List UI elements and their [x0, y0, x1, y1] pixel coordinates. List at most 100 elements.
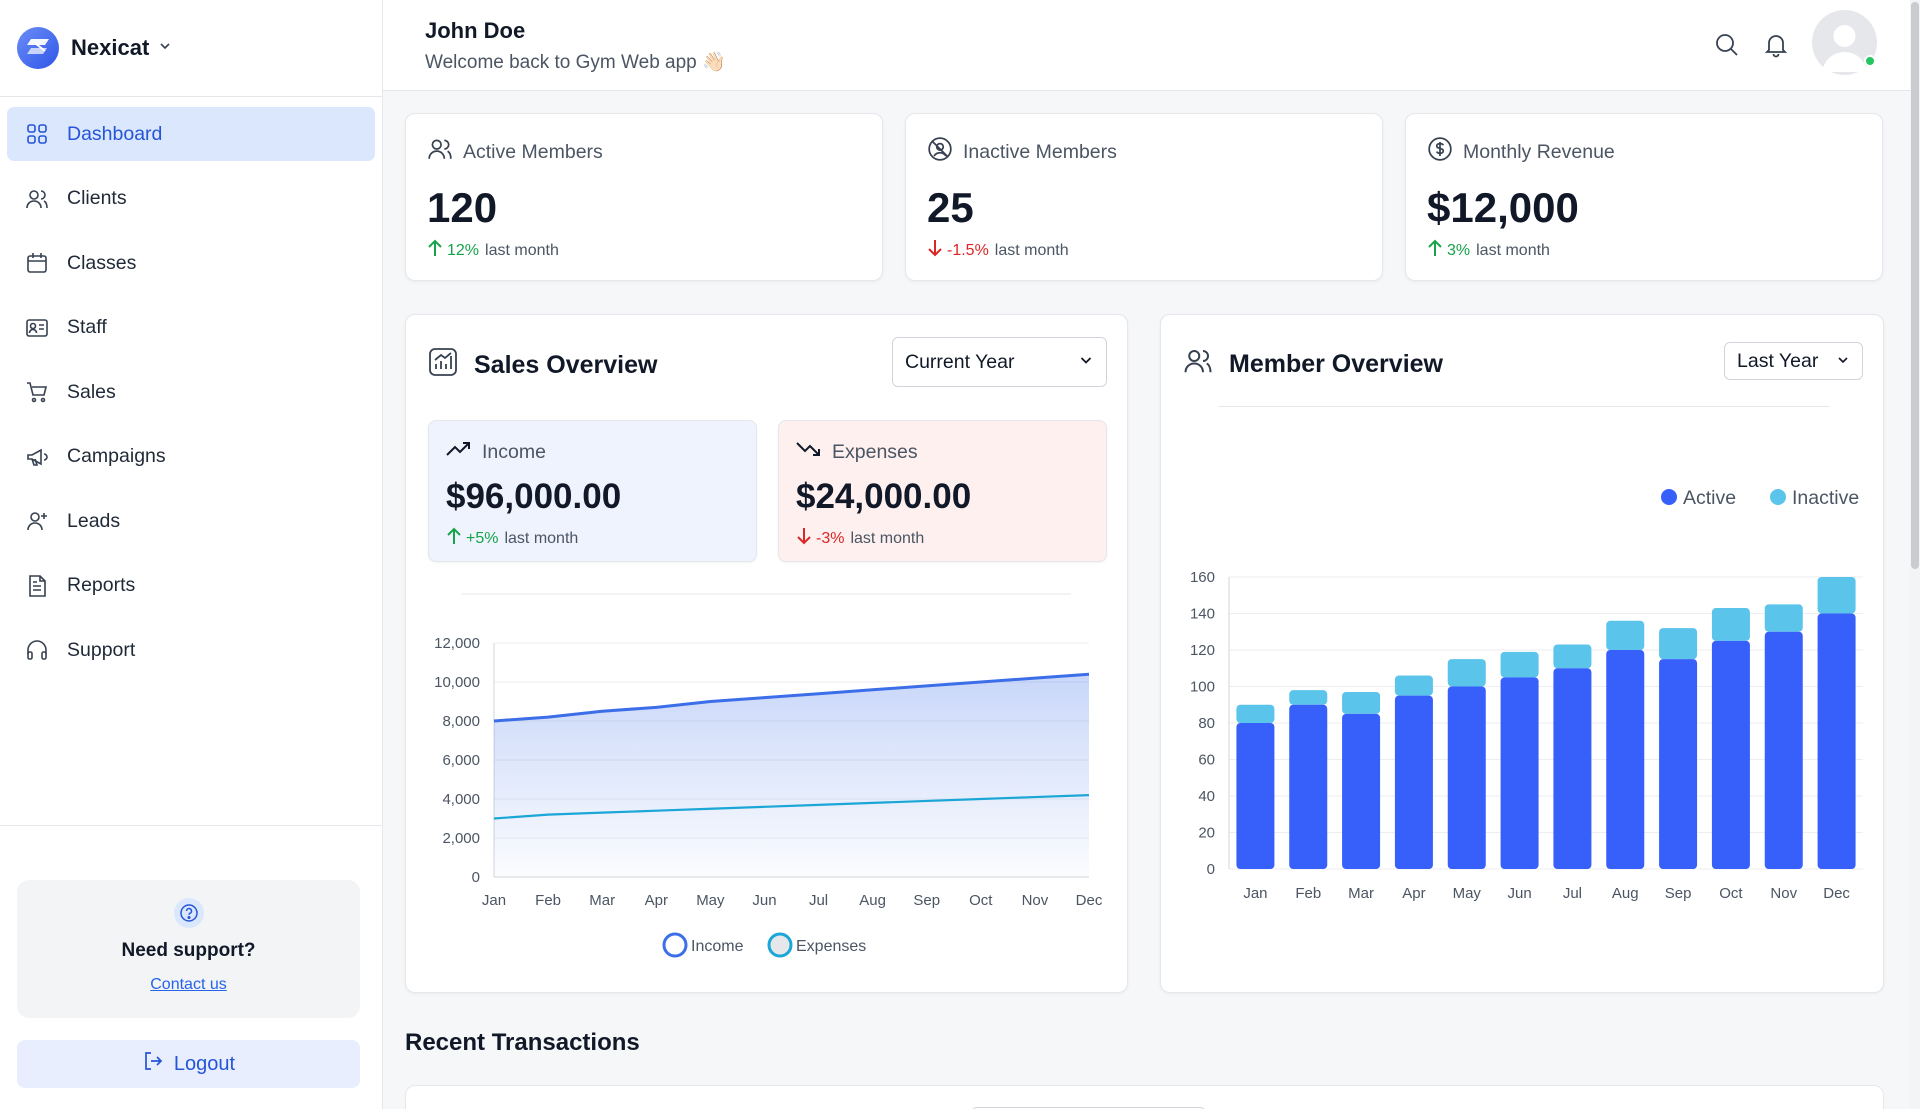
- sidebar: Nexicat Dashboard Clients Classes: [0, 0, 383, 1109]
- x-tick-label: Feb: [535, 892, 561, 909]
- legend-inactive-label: Inactive: [1792, 487, 1859, 509]
- bar-inactive: [1236, 704, 1275, 723]
- x-tick-label: Dec: [1076, 892, 1103, 909]
- x-tick-label: Apr: [645, 892, 668, 909]
- bar-active: [1764, 631, 1803, 869]
- dollar-circle-icon: [1427, 136, 1453, 168]
- calendar-icon: [24, 250, 50, 276]
- x-tick-label: Jan: [1243, 885, 1267, 902]
- online-status-dot: [1864, 55, 1876, 67]
- sidebar-item-clients[interactable]: Clients: [7, 172, 375, 226]
- stat-change-suffix: last month: [994, 241, 1069, 259]
- expenses-change-suffix: last month: [850, 529, 925, 547]
- stat-value: 120: [427, 184, 498, 231]
- bar-inactive: [1711, 608, 1750, 641]
- x-tick-label: Aug: [859, 892, 886, 909]
- sidebar-item-label: Campaigns: [67, 445, 166, 467]
- bar-active: [1659, 659, 1698, 869]
- logout-button[interactable]: Logout: [17, 1040, 360, 1088]
- member-divider: [1218, 406, 1830, 407]
- bar-inactive: [1500, 651, 1539, 678]
- bell-icon[interactable]: [1762, 31, 1790, 59]
- support-box: Need support? Contact us: [17, 880, 360, 1018]
- x-tick-label: Jul: [809, 892, 828, 909]
- y-tick-label: 0: [472, 869, 480, 886]
- sidebar-item-label: Classes: [67, 251, 137, 274]
- arrow-up-icon: [1427, 239, 1443, 262]
- headphones-icon: [24, 637, 50, 663]
- support-title: Need support?: [121, 940, 256, 961]
- cart-icon: [24, 379, 50, 405]
- sidebar-item-staff[interactable]: Staff: [7, 301, 375, 355]
- legend-inactive-marker: [1770, 489, 1786, 505]
- member-period-select[interactable]: Last Year: [1724, 342, 1863, 380]
- bar-inactive: [1817, 577, 1856, 614]
- expenses-label: Expenses: [832, 440, 918, 463]
- grid-icon: [24, 121, 50, 147]
- income-label: Income: [482, 440, 546, 463]
- bar-inactive: [1447, 659, 1486, 687]
- y-tick-label: 60: [1198, 752, 1215, 769]
- x-tick-label: Mar: [589, 892, 615, 909]
- trending-up-icon: [446, 439, 472, 465]
- expenses-line: [493, 794, 1090, 820]
- bar-inactive: [1289, 690, 1328, 705]
- x-tick-label: Feb: [1295, 885, 1321, 902]
- search-icon[interactable]: [1713, 31, 1741, 59]
- sidebar-item-support[interactable]: Support: [7, 623, 375, 677]
- member-overview-panel: Member Overview Last Year Active Inactive…: [1160, 314, 1884, 993]
- sidebar-item-label: Support: [67, 638, 136, 661]
- logout-label: Logout: [173, 1052, 236, 1075]
- users-icon: [24, 186, 50, 212]
- megaphone-icon: [24, 444, 50, 470]
- stat-value: $12,000: [1427, 184, 1579, 231]
- y-tick-label: 20: [1198, 825, 1215, 842]
- bar-inactive: [1553, 644, 1592, 669]
- bar-active: [1289, 704, 1328, 869]
- sales-overview-panel: Sales Overview Current Year Income $96,0…: [405, 314, 1128, 993]
- bar-active: [1817, 613, 1856, 869]
- welcome-text: Welcome back to Gym Web app 👋🏻: [425, 52, 726, 73]
- help-circle-icon: [173, 898, 204, 928]
- y-tick-label: 0: [1207, 861, 1215, 878]
- sidebar-item-leads[interactable]: Leads: [7, 494, 375, 548]
- brand-switcher[interactable]: Nexicat: [0, 0, 382, 97]
- sidebar-nav: Dashboard Clients Classes Staff Sales: [0, 97, 382, 698]
- sidebar-item-reports[interactable]: Reports: [7, 559, 375, 613]
- y-tick-label: 120: [1190, 642, 1215, 659]
- sidebar-item-label: Sales: [67, 380, 116, 403]
- bar-active: [1606, 650, 1645, 869]
- bar-active: [1447, 686, 1486, 869]
- contact-us-link[interactable]: Contact us: [150, 976, 227, 993]
- users-icon: [1183, 346, 1213, 383]
- sidebar-divider: [0, 825, 382, 826]
- chart-box-icon: [428, 347, 458, 384]
- recent-transactions-card: [405, 1085, 1884, 1109]
- sidebar-item-label: Dashboard: [67, 122, 163, 145]
- y-tick-label: 8,000: [442, 713, 480, 730]
- income-change-suffix: last month: [504, 529, 579, 547]
- y-tick-label: 160: [1190, 569, 1215, 586]
- x-tick-label: Nov: [1770, 885, 1797, 902]
- y-tick-label: 10,000: [434, 674, 480, 691]
- sidebar-item-classes[interactable]: Classes: [7, 236, 375, 290]
- sidebar-item-campaigns[interactable]: Campaigns: [7, 430, 375, 484]
- id-card-icon: [24, 315, 50, 341]
- chevron-down-icon: [157, 38, 173, 59]
- trending-down-icon: [796, 439, 822, 465]
- x-tick-label: Oct: [1719, 885, 1743, 902]
- sales-period-select[interactable]: Current Year: [892, 337, 1107, 387]
- page-scrollbar-thumb[interactable]: [1911, 2, 1919, 569]
- bar-inactive: [1394, 675, 1433, 696]
- y-tick-label: 140: [1190, 606, 1215, 623]
- bar-active: [1394, 695, 1433, 869]
- sidebar-item-sales[interactable]: Sales: [7, 365, 375, 419]
- income-value: $96,000.00: [446, 477, 622, 516]
- y-tick-label: 2,000: [442, 830, 480, 847]
- user-name: John Doe: [425, 18, 526, 43]
- expenses-card: Expenses $24,000.00 -3% last month: [778, 420, 1107, 562]
- stat-card-inactive-members: Inactive Members 25 -1.5% last month: [905, 113, 1383, 281]
- member-overview-title: Member Overview: [1229, 350, 1443, 378]
- sidebar-item-dashboard[interactable]: Dashboard: [7, 107, 375, 161]
- arrow-up-icon: [427, 239, 443, 262]
